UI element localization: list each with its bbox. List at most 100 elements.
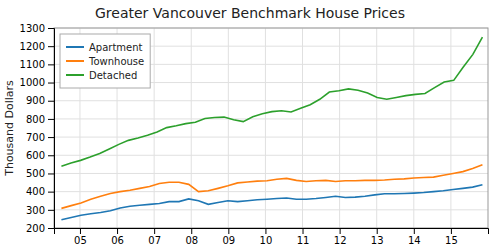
y-tick-label: 1100 [20,59,45,70]
chart-container: Greater Vancouver Benchmark House Prices… [0,0,500,250]
x-tick-label: 13 [371,235,384,246]
y-tick-mark [48,119,54,120]
x-tick-label: 08 [185,235,198,246]
y-tick: 700 [26,132,54,143]
legend: Apartment Townhouse Detached [60,34,150,88]
x-tick-mark [414,228,415,234]
grid-line-x [413,28,414,228]
x-tick-mark [80,228,81,234]
legend-item: Detached [66,70,137,81]
x-tick-label: 10 [260,235,273,246]
y-tick: 1100 [20,59,54,70]
grid-line-y [54,209,488,210]
y-tick-label: 1000 [20,77,45,88]
y-tick: 200 [26,223,54,234]
y-tick: 600 [26,150,54,161]
x-tick-mark [191,228,192,234]
series-group [61,37,482,220]
y-axis-line [48,29,55,229]
x-axis: 05 06 07 08 09 10 11 12 13 14 15 [55,228,489,246]
grid-line-y [54,118,488,119]
y-tick-mark [48,228,54,229]
series-line [61,165,482,209]
y-tick-label: 400 [26,186,45,197]
x-tick-label: 12 [334,235,347,246]
y-tick: 400 [26,186,54,197]
y-tick-mark [48,192,54,193]
x-tick-label: 07 [148,235,161,246]
grid-line-y [54,155,488,156]
x-tick-mark [265,228,266,234]
legend-swatch [66,74,84,76]
y-tick-mark [48,83,54,84]
x-tick-label: 05 [74,235,87,246]
y-tick-mark [48,101,54,102]
legend-label: Townhouse [88,56,144,67]
y-tick-label: 600 [26,150,45,161]
legend-swatch [66,46,84,48]
grid-line-x [376,28,377,228]
legend-item: Townhouse [66,56,144,67]
legend-label: Apartment [89,42,143,53]
x-tick-label: 09 [222,235,235,246]
plot-area: 05 06 07 08 09 10 11 12 13 14 15 200 300 400 500 600 700… [20,23,489,246]
chart-svg: Greater Vancouver Benchmark House Prices… [0,0,500,250]
series-line [61,185,482,220]
y-tick: 1200 [20,41,54,52]
x-tick-mark [377,228,378,234]
x-tick-label: 11 [297,235,310,246]
grid-line-x [339,28,340,228]
y-tick-mark [48,46,54,47]
y-tick-label: 300 [26,205,45,216]
y-axis: 200 300 400 500 600 700 800 900 1000 1100 1200 1300 [20,23,55,234]
y-tick: 1300 [20,23,54,34]
grid-line-x [450,28,451,228]
grid [54,28,488,228]
y-tick-mark [48,28,54,29]
y-tick-label: 800 [26,114,45,125]
x-tick: 10 [260,228,273,246]
y-tick: 1000 [20,77,54,88]
x-tick: 08 [185,228,198,246]
y-tick-mark [48,155,54,156]
y-tick-mark [48,64,54,65]
legend-item: Apartment [66,42,143,53]
legend-label: Detached [89,70,137,81]
x-tick-mark [340,228,341,234]
grid-line-x [302,28,303,228]
x-tick: 13 [371,228,384,246]
y-tick: 900 [26,95,54,106]
grid-line-x [191,28,192,228]
x-tick: 05 [74,228,87,246]
y-tick: 500 [26,168,54,179]
y-tick-label: 900 [26,95,45,106]
grid-line-x [154,28,155,228]
title: Greater Vancouver Benchmark House Prices [95,5,405,21]
legend-box [60,34,150,88]
grid-line-y [54,137,488,138]
legend-swatch [66,60,84,62]
grid-line-y [54,100,488,101]
plot-frame [54,28,488,228]
x-tick: 09 [222,228,235,246]
y-tick-label: 200 [26,223,45,234]
x-tick-mark [117,228,118,234]
y-tick-label: 500 [26,168,45,179]
y-tick-mark [48,210,54,211]
y-tick: 800 [26,114,54,125]
grid-line-x [265,28,266,228]
x-tick-mark [154,228,155,234]
y-tick-mark [48,173,54,174]
y-tick-label: 700 [26,132,45,143]
x-axis-line [55,229,489,235]
x-tick: 12 [334,228,347,246]
x-tick-label: 06 [111,235,124,246]
series-line [61,37,482,166]
x-tick-mark [303,228,304,234]
y-tick: 300 [26,205,54,216]
x-tick-mark [451,228,452,234]
x-tick: 14 [408,228,421,246]
x-tick-mark [228,228,229,234]
y-tick-label: 1200 [20,41,45,52]
x-tick-label: 15 [445,235,458,246]
